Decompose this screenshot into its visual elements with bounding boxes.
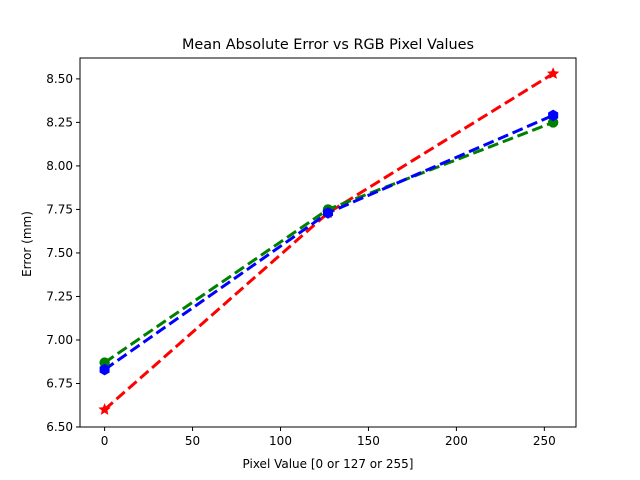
- axes-frame: [79, 57, 577, 428]
- data-point-s3-1: [99, 363, 110, 376]
- data-point-s1-3: [547, 67, 560, 79]
- y-tick-label: 7.25: [46, 289, 73, 303]
- x-tick-label: 250: [533, 434, 556, 448]
- y-tick-label: 7.00: [46, 333, 73, 347]
- y-tick-label: 7.75: [46, 202, 73, 216]
- x-tick-label: 150: [357, 434, 380, 448]
- data-point-s1-1: [98, 403, 111, 415]
- y-tick-label: 7.50: [46, 246, 73, 260]
- y-tick-label: 6.75: [46, 376, 73, 390]
- x-tick-label: 200: [445, 434, 468, 448]
- x-tick-label: 100: [269, 434, 292, 448]
- x-tick-label: 0: [101, 434, 109, 448]
- y-tick-label: 8.25: [46, 115, 73, 129]
- data-point-s3-3: [548, 109, 559, 122]
- x-tick-label: 50: [185, 434, 200, 448]
- x-axis-label: Pixel Value [0 or 127 or 255]: [243, 457, 414, 471]
- chart-title: Mean Absolute Error vs RGB Pixel Values: [182, 37, 474, 53]
- plot-area: 0 50 100 150 200 250 6.50 6.75 7.00 7.25 7.50 7.75 8…: [46, 57, 577, 448]
- y-axis-label: Error (mm): [20, 211, 34, 277]
- data-point-s2-1: [99, 357, 110, 368]
- series-line-1: [103, 72, 554, 411]
- data-point-s2-3: [547, 117, 559, 128]
- y-tick-label: 8.50: [46, 72, 73, 86]
- y-tick-label: 8.00: [46, 159, 73, 173]
- data-point-s3-2: [323, 207, 333, 219]
- y-tick-label: 6.50: [46, 420, 73, 434]
